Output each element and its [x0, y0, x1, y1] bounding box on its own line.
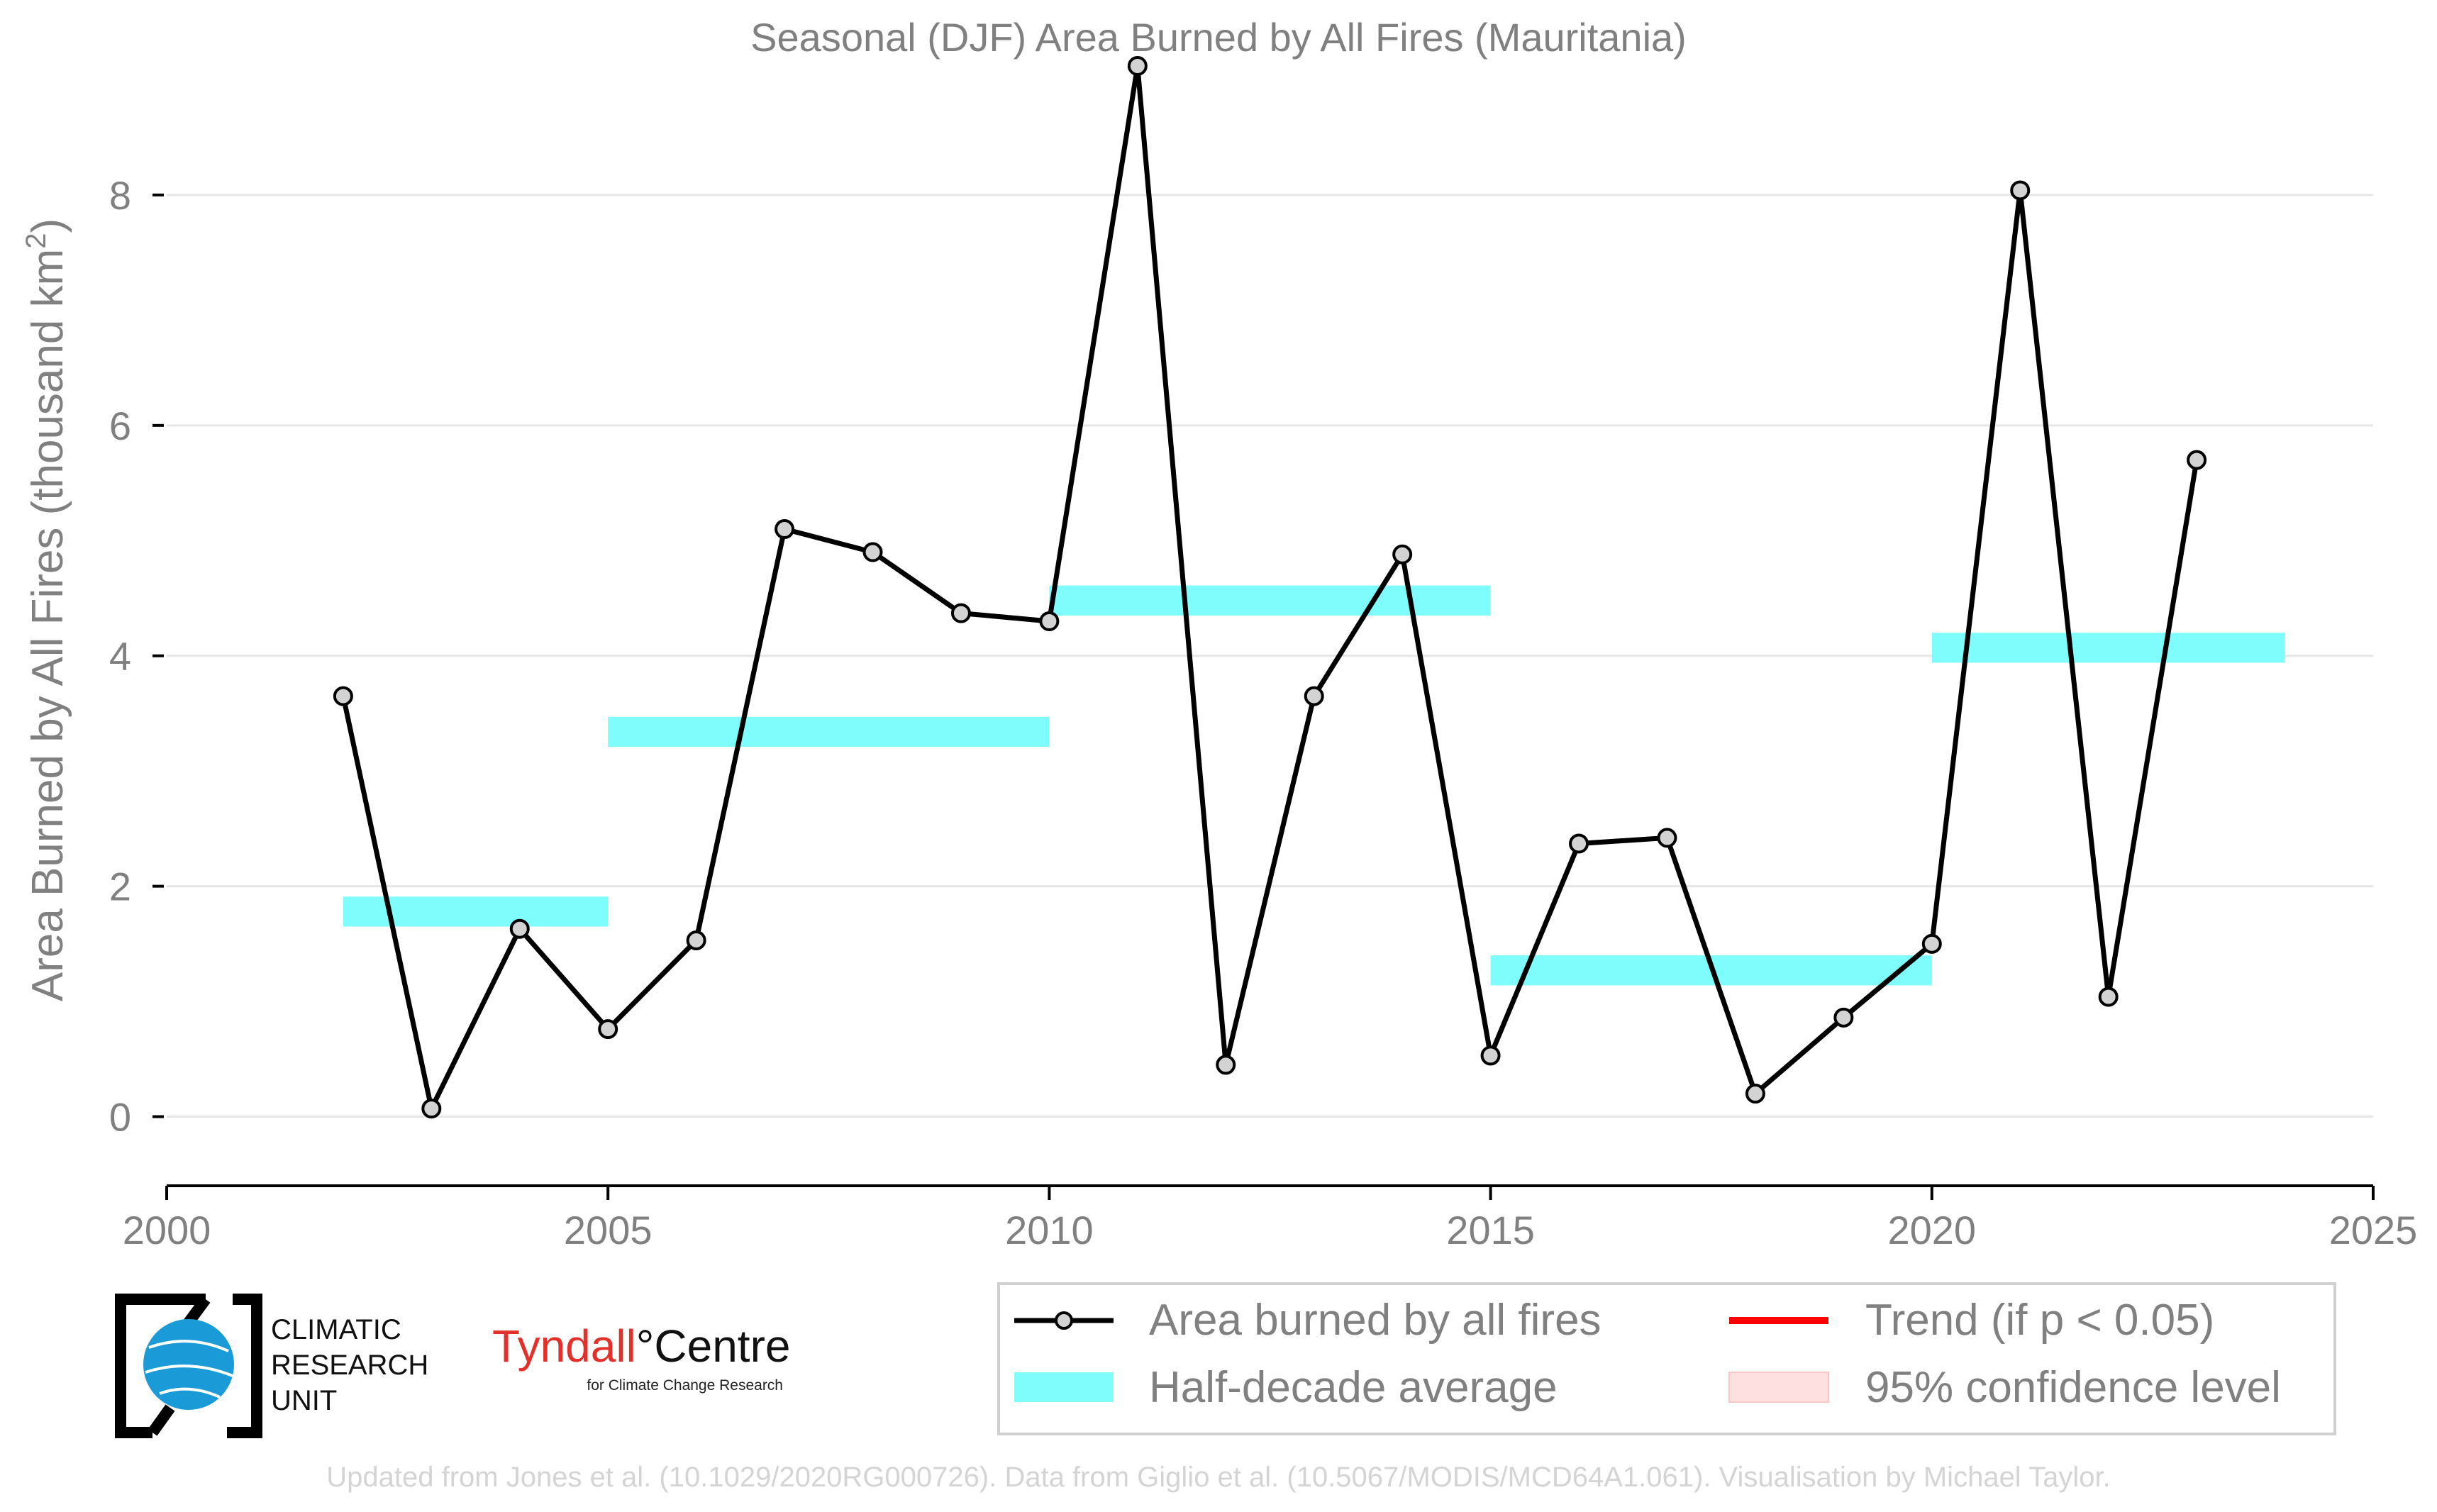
y-tick-label: 0 [109, 1095, 131, 1140]
y-axis-label-main: Area Burned by All Fires (thousand km [23, 249, 72, 1001]
data-point [1480, 1045, 1501, 1066]
legend-label-half-decade: Half-decade average [1149, 1363, 1558, 1412]
y-tick-label: 6 [109, 404, 131, 448]
legend-label-trend: Trend (if p < 0.05) [1865, 1296, 2214, 1345]
half-decade-band [1049, 585, 1491, 616]
data-point [333, 686, 353, 706]
x-tick-label: 2000 [123, 1208, 211, 1252]
y-tick-label: 8 [109, 173, 131, 218]
data-point [775, 519, 795, 540]
tyndall-logo-subtitle: for Climate Change Research [587, 1377, 783, 1394]
data-point [598, 1019, 618, 1040]
cru-globe-lines [145, 1340, 233, 1399]
data-point [862, 542, 883, 562]
area-burned-series [340, 63, 2199, 1111]
x-tick-label: 2020 [1888, 1208, 1977, 1252]
tyndall-logo-centre: Centre [654, 1321, 790, 1372]
data-point [1304, 686, 1324, 706]
data-point [950, 603, 971, 623]
data-point [509, 918, 530, 939]
data-point [2010, 180, 2031, 201]
area-burned-line [340, 63, 2199, 1111]
tyndall-logo: Tyndall°Centre for Climate Change Resear… [492, 1321, 790, 1394]
half-decade-average-bands [343, 585, 2285, 986]
x-tick-label: 2015 [1446, 1208, 1535, 1252]
y-axis-label-end: ) [23, 218, 72, 233]
cru-globe-icon [143, 1319, 234, 1410]
tyndall-logo-name: Tyndall [492, 1321, 636, 1372]
legend-marker-swatch [1055, 1311, 1073, 1330]
gridlines [167, 194, 2373, 1118]
cru-logo-frame [115, 1294, 262, 1438]
footer-credit: Updated from Jones et al. (10.1029/2020R… [326, 1462, 2110, 1493]
data-point [1392, 544, 1413, 565]
x-tick-label: 2010 [1005, 1208, 1094, 1252]
data-point [2098, 986, 2119, 1007]
cru-logo-line2: RESEARCH [271, 1350, 428, 1381]
data-point [2187, 450, 2207, 470]
y-axis-label: Area Burned by All Fires (thousand km2) [21, 218, 72, 1001]
tyndall-logo-degree: ° [636, 1321, 655, 1372]
data-point [1127, 55, 1148, 76]
area-burned-points [333, 55, 2207, 1119]
x-tick-label: 2025 [2329, 1208, 2418, 1252]
legend: Area burned by all fires Trend (if p < 0… [997, 1282, 2336, 1435]
data-point [1039, 611, 1060, 631]
legend-confidence-swatch [1728, 1372, 1829, 1403]
half-decade-band [1931, 633, 2285, 663]
legend-box [997, 1282, 2336, 1435]
legend-label-confidence: 95% confidence level [1865, 1363, 2281, 1412]
data-point [1921, 933, 1942, 954]
cru-logo-line3: UNIT [271, 1385, 337, 1416]
svg-text:Tyndall°Centre: Tyndall°Centre [492, 1321, 790, 1372]
cru-logo: CLIMATIC RESEARCH UNIT [115, 1294, 428, 1438]
legend-label-area-burned: Area burned by all fires [1149, 1296, 1601, 1345]
y-axis: 0 2 4 6 8 [109, 173, 164, 1140]
data-point [421, 1099, 442, 1119]
y-tick-label: 4 [109, 634, 131, 679]
data-point [686, 930, 706, 950]
half-decade-band [608, 716, 1050, 747]
data-point [1657, 828, 1677, 848]
y-tick-label: 2 [109, 865, 131, 909]
data-point [1833, 1007, 1854, 1028]
y-axis-label-sup: 2 [21, 233, 52, 249]
svg-text:Area Burned by All Fires (thou: Area Burned by All Fires (thousand km2) [21, 218, 72, 1001]
data-point [1745, 1084, 1765, 1104]
chart-title: Seasonal (DJF) Area Burned by All Fires … [750, 15, 1687, 60]
half-decade-band [343, 896, 609, 927]
data-point [1216, 1055, 1236, 1075]
legend-half-decade-swatch [1014, 1372, 1114, 1402]
data-point [1569, 833, 1589, 854]
x-axis: 2000 2005 2010 2015 2020 2025 [123, 1184, 2418, 1252]
cru-logo-line1: CLIMATIC [271, 1314, 401, 1345]
x-tick-label: 2005 [564, 1208, 653, 1252]
